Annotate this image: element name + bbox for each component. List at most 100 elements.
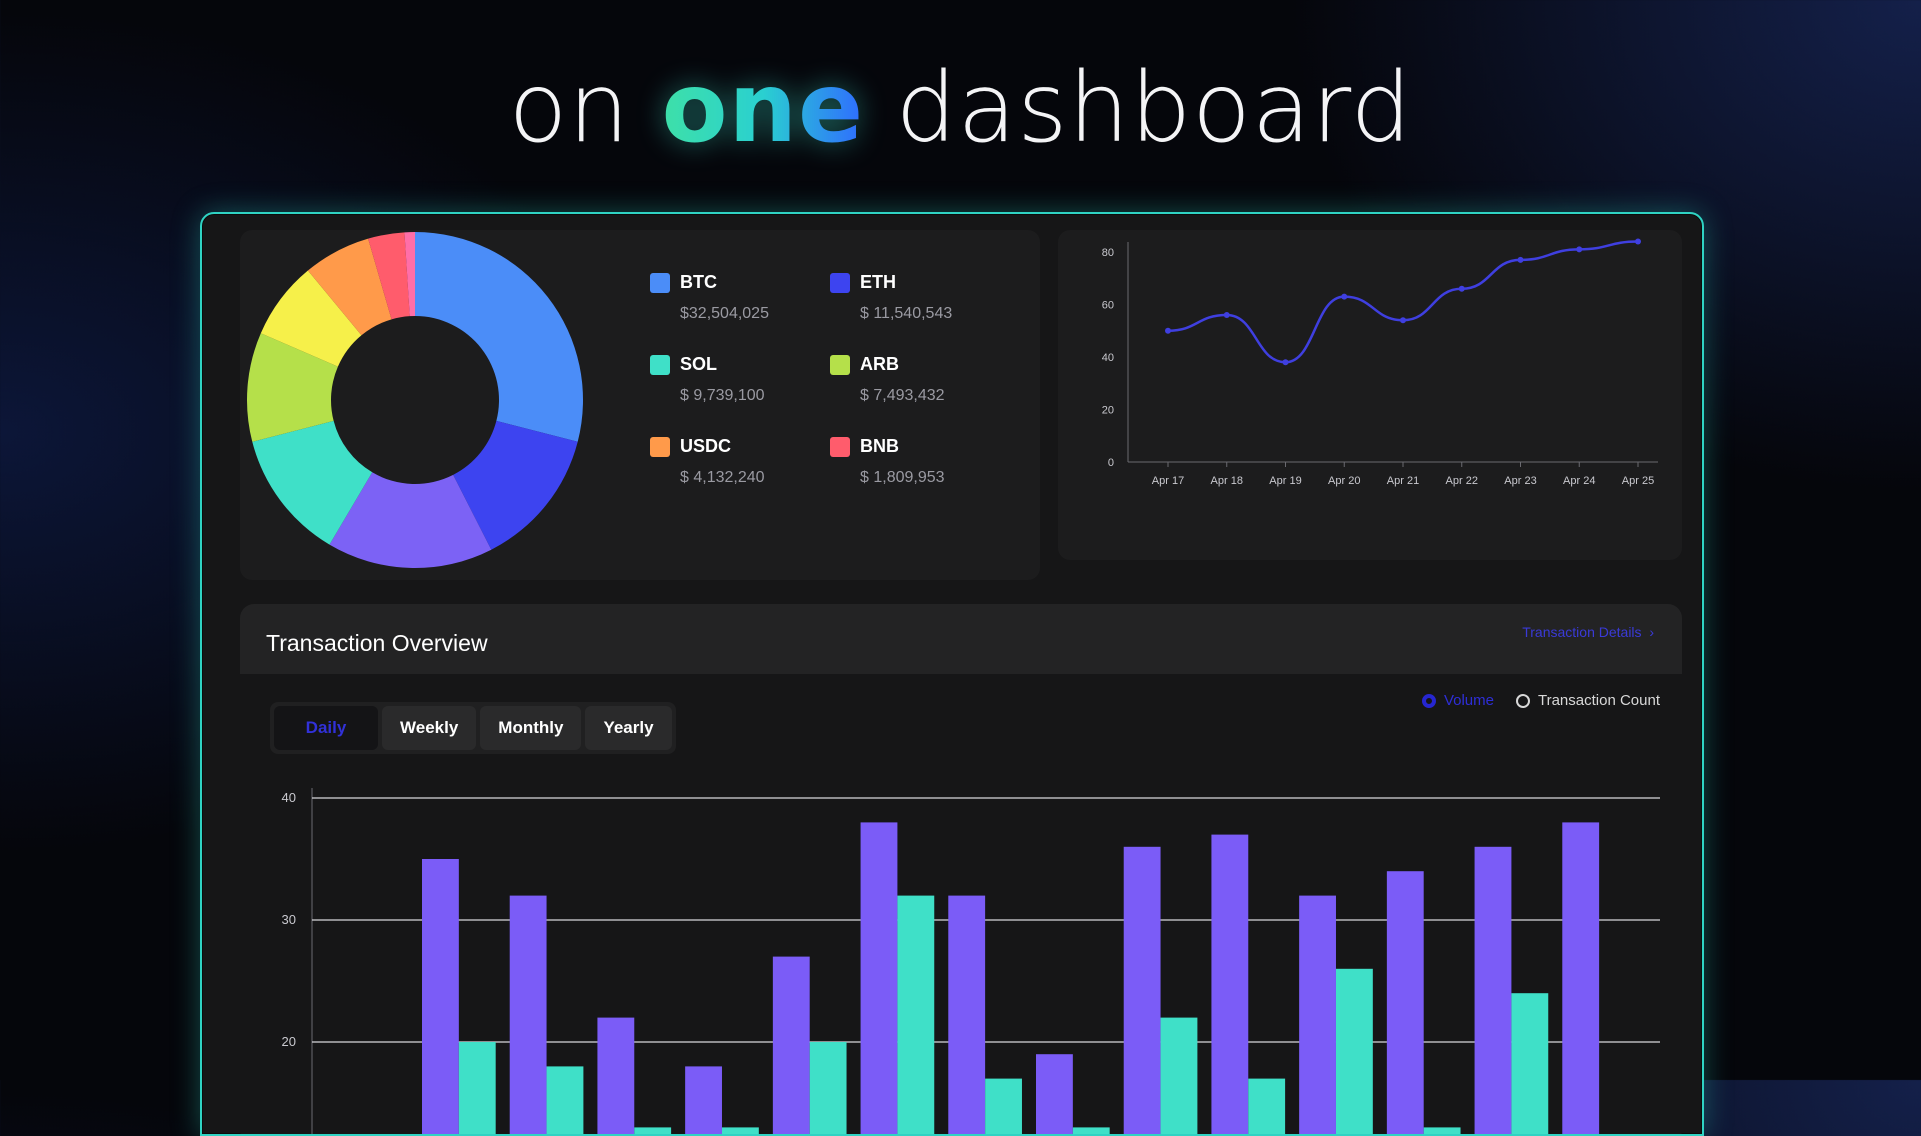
bar-transaction-count <box>721 1127 759 1134</box>
radio-count-label: Transaction Count <box>1537 692 1660 709</box>
bar-transaction-count <box>1160 1017 1198 1134</box>
radio-selected-icon <box>1421 693 1436 708</box>
bar-volume <box>1123 846 1161 1134</box>
y-tick-label: 20 <box>1102 405 1114 417</box>
bar-transaction-count <box>809 1042 847 1134</box>
bar-transaction-count <box>1423 1127 1461 1134</box>
x-tick-label: Apr 17 <box>1152 475 1184 487</box>
headline: on one dashboard <box>0 52 1921 164</box>
bar-volume <box>860 822 898 1134</box>
legend-value: $32,504,025 <box>680 305 769 322</box>
x-tick-label: Apr 22 <box>1446 475 1478 487</box>
line-point <box>1576 246 1583 253</box>
legend-swatch <box>830 272 850 293</box>
headline-suffix: dashboard <box>895 52 1413 164</box>
line-point <box>1223 312 1230 318</box>
bar-volume <box>1036 1054 1073 1134</box>
bar-volume <box>1211 834 1249 1134</box>
x-tick-label: Apr 21 <box>1387 475 1419 487</box>
radio-volume[interactable]: Volume <box>1421 692 1494 709</box>
radio-transaction-count[interactable]: Transaction Count <box>1515 692 1660 709</box>
y-tick-label: 40 <box>282 790 296 805</box>
legend-value: $ 1,809,953 <box>860 469 945 486</box>
bar-transaction-count <box>634 1127 672 1134</box>
portfolio-card: BTC $32,504,025 ETH $ 11,540,543 SOL $ 9… <box>240 230 1040 580</box>
bar-volume <box>772 956 810 1134</box>
x-tick-label: Apr 20 <box>1328 475 1360 487</box>
legend-swatch <box>650 354 670 375</box>
legend-symbol: ARB <box>860 354 899 374</box>
bar-transaction-count <box>1072 1127 1110 1134</box>
line-point <box>1282 359 1289 366</box>
transaction-overview: Transaction Overview Transaction Details… <box>240 604 1682 1134</box>
legend-swatch <box>650 272 670 293</box>
bar-volume <box>685 1066 722 1134</box>
line-point <box>1165 327 1171 334</box>
transaction-details-label: Transaction Details <box>1522 624 1642 640</box>
dashboard-panel: BTC $32,504,025 ETH $ 11,540,543 SOL $ 9… <box>200 212 1704 1136</box>
donut-slice <box>260 270 362 367</box>
donut-slice-usdc <box>307 238 392 336</box>
x-tick-label: Apr 19 <box>1269 475 1301 487</box>
y-tick-label: 80 <box>1102 247 1114 259</box>
radio-volume-label: Volume <box>1443 692 1494 709</box>
transaction-title: Transaction Overview <box>266 630 488 656</box>
donut-slice-btc <box>415 232 584 442</box>
bar-volume <box>597 1017 635 1134</box>
bar-transaction-count <box>458 1042 496 1134</box>
y-tick-label: 20 <box>282 1034 296 1049</box>
bar-transaction-count <box>546 1066 584 1134</box>
legend-symbol: ETH <box>860 272 896 292</box>
bar-transaction-count <box>1248 1078 1286 1134</box>
bar-transaction-count <box>1511 993 1549 1134</box>
radio-unselected-icon <box>1515 693 1530 708</box>
donut-slice <box>329 472 492 568</box>
bar-transaction-count <box>897 895 935 1134</box>
transaction-details-link[interactable]: Transaction Details › <box>1522 624 1654 640</box>
y-tick-label: 0 <box>1108 457 1114 469</box>
x-tick-label: Apr 24 <box>1563 475 1595 487</box>
legend-swatch <box>830 436 850 457</box>
line-series <box>1167 240 1639 364</box>
bar-volume <box>1474 846 1512 1134</box>
legend-symbol: SOL <box>680 354 718 374</box>
transaction-bar-chart: 20 30 40 <box>282 788 1660 1134</box>
legend-item-arb: ARB $ 7,493,432 <box>830 354 1020 405</box>
bar-volume <box>1386 871 1424 1134</box>
metric-toggle: Volume Transaction Count <box>1421 692 1660 709</box>
y-tick-label: 40 <box>1102 352 1114 364</box>
tab-monthly[interactable]: Monthly <box>480 706 582 750</box>
donut-slice-arb <box>247 333 338 442</box>
legend-swatch <box>830 354 850 375</box>
bar-transaction-count <box>985 1078 1022 1134</box>
tab-weekly[interactable]: Weekly <box>382 706 477 750</box>
donut-slice <box>404 232 415 317</box>
legend-item-bnb: BNB $ 1,809,953 <box>830 436 1020 487</box>
line-point <box>1400 317 1406 324</box>
legend-value: $ 4,132,240 <box>680 469 765 486</box>
line-point <box>1458 285 1465 292</box>
bar-transaction-count <box>1335 968 1373 1134</box>
legend-value: $ 9,739,100 <box>680 387 765 404</box>
x-tick-label: Apr 23 <box>1504 475 1536 487</box>
bar-volume <box>948 895 986 1134</box>
period-tabs: Daily Weekly Monthly Yearly <box>270 702 676 754</box>
legend-item-sol: SOL $ 9,739,100 <box>650 354 840 405</box>
donut-slice-eth <box>453 420 578 550</box>
y-tick-label: 60 <box>1102 300 1114 312</box>
headline-prefix: on <box>508 52 631 164</box>
donut-slice-bnb <box>368 232 410 320</box>
tab-yearly[interactable]: Yearly <box>585 706 672 750</box>
price-line-chart: 0 20 40 60 80 Apr 17 Apr 18 Apr 19 Apr 20 Apr 21 A… <box>1102 238 1658 487</box>
bar-volume <box>509 895 547 1134</box>
legend-item-usdc: USDC $ 4,132,240 <box>650 436 840 487</box>
donut-slice-sol <box>252 420 373 545</box>
legend-item-btc: BTC $32,504,025 <box>650 272 840 323</box>
legend-item-eth: ETH $ 11,540,543 <box>830 272 1020 323</box>
y-tick-label: 30 <box>282 912 296 927</box>
legend-value: $ 11,540,543 <box>860 305 953 322</box>
price-trend-card: 0 20 40 60 80 Apr 17 Apr 18 Apr 19 Apr 20 Apr 21 A… <box>1058 230 1682 560</box>
tab-daily[interactable]: Daily <box>274 706 378 750</box>
legend-value: $ 7,493,432 <box>860 387 945 404</box>
x-tick-label: Apr 18 <box>1211 475 1243 487</box>
